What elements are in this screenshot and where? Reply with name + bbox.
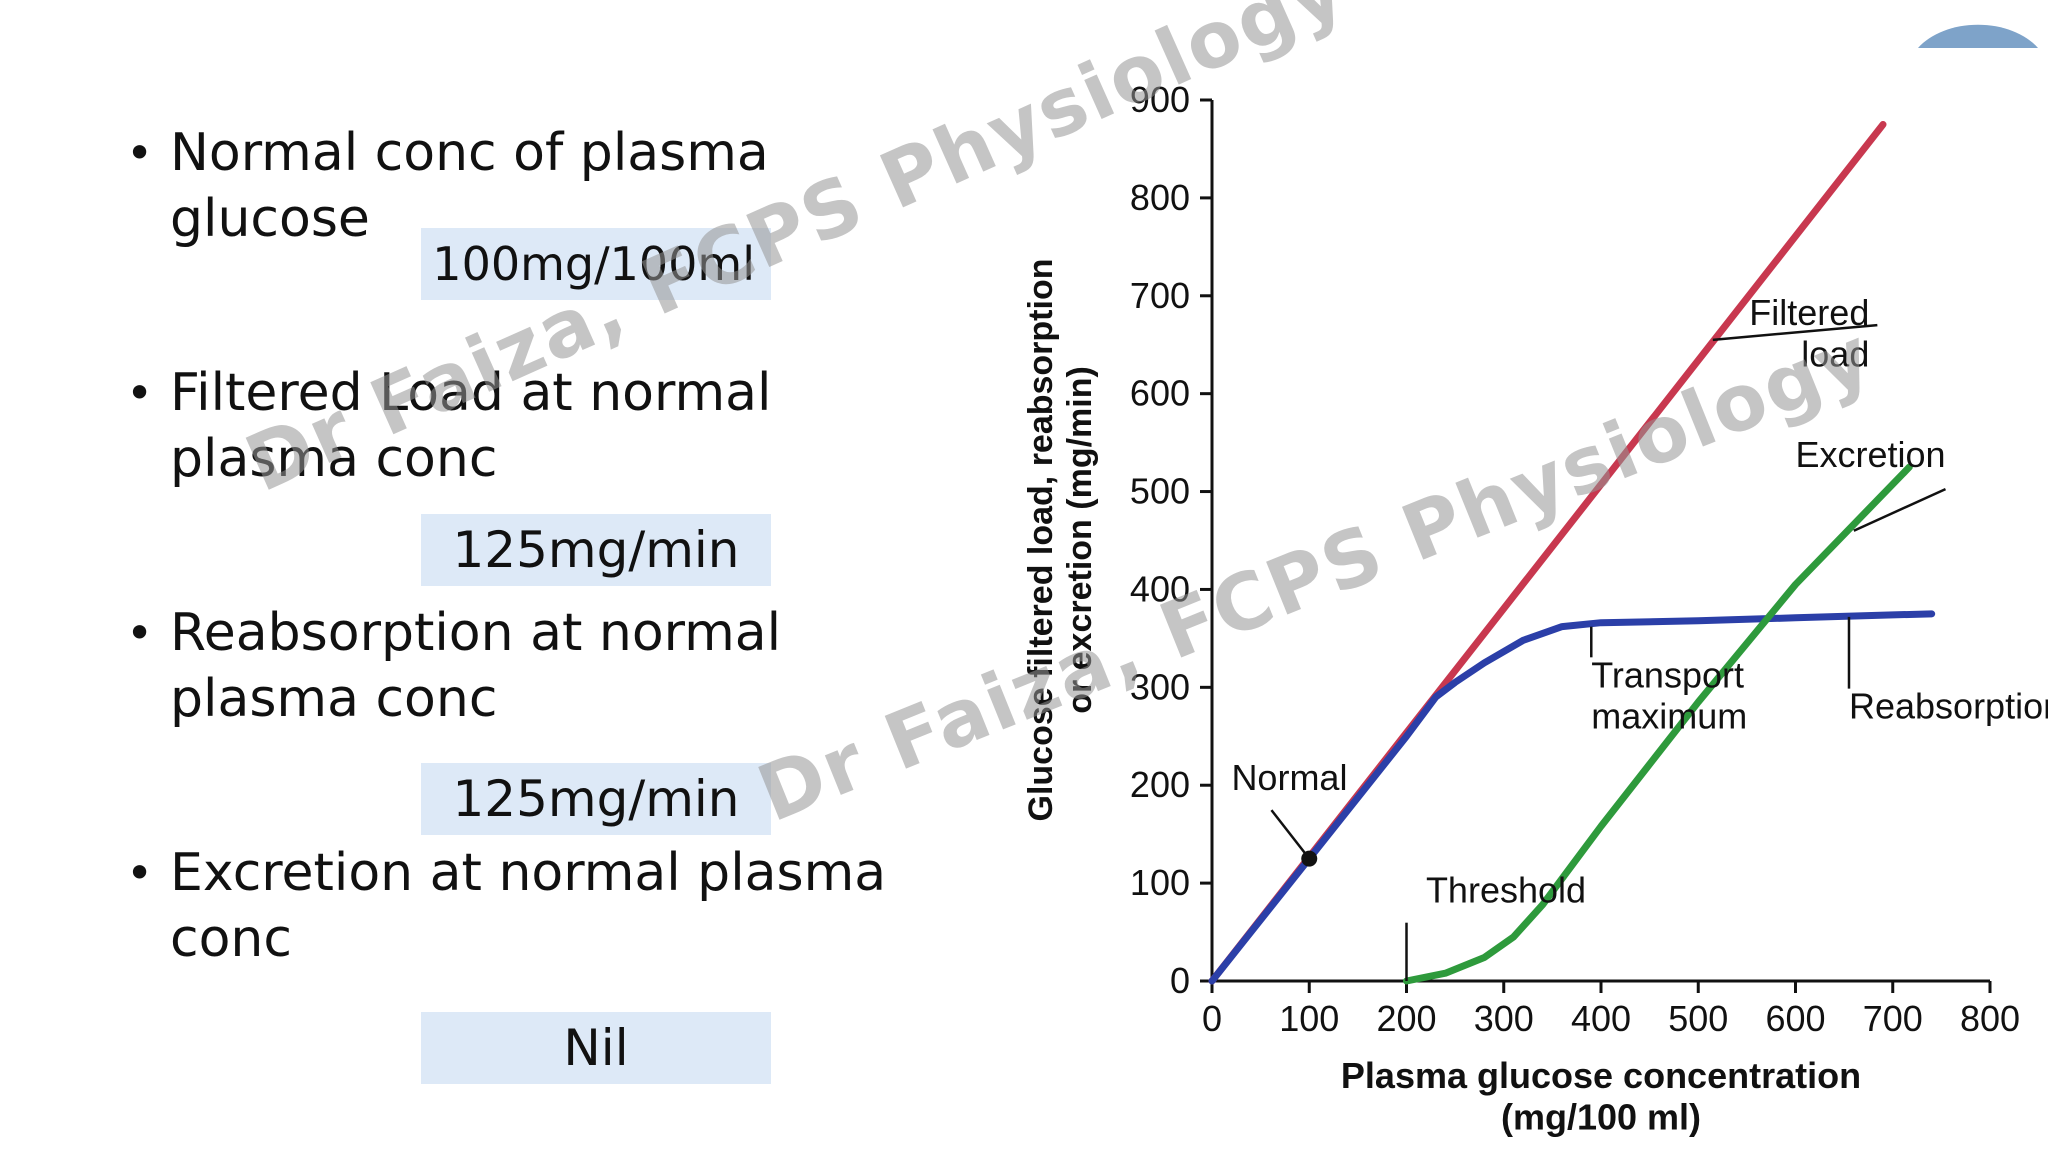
bullet-dot: • <box>126 366 154 420</box>
y-tick-label: 300 <box>1130 666 1190 707</box>
x-tick-label: 100 <box>1279 998 1339 1039</box>
bullet-dot: • <box>126 126 154 180</box>
bullet-text: Reabsorption at normal plasma conc <box>170 603 782 729</box>
annotation-excretion-label: Excretion <box>1796 434 1946 475</box>
x-tick-label: 500 <box>1668 998 1728 1039</box>
bullet-text: Excretion at normal plasma conc <box>170 843 887 969</box>
x-axis-label: Plasma glucose concentration (mg/100 ml) <box>1341 1055 1861 1137</box>
bullet-text: Normal conc of plasma glucose <box>170 123 769 249</box>
series-line-reabsorption <box>1208 610 1936 985</box>
annotation-filtered-leader <box>1712 323 1878 342</box>
x-tick-label: 600 <box>1765 998 1825 1039</box>
y-tick-label: 900 <box>1130 79 1190 120</box>
answer-box: 125mg/min <box>421 514 771 586</box>
x-tick-label: 400 <box>1571 998 1631 1039</box>
x-tick-label: 200 <box>1376 998 1436 1039</box>
y-tick-label: 800 <box>1130 177 1190 218</box>
x-tick-label: 300 <box>1474 998 1534 1039</box>
answer-box: 100mg/100ml <box>421 228 771 300</box>
corner-decoration <box>1908 0 2048 52</box>
y-tick-label: 700 <box>1130 275 1190 316</box>
x-tick-label: 700 <box>1863 998 1923 1039</box>
y-tick-label: 500 <box>1130 471 1190 512</box>
y-tick-label: 200 <box>1130 764 1190 805</box>
annotation-excretion-leader <box>1853 487 1947 532</box>
x-tick-label: 0 <box>1202 998 1222 1039</box>
annotation-filtered-label: Filtered load <box>1749 292 1869 374</box>
bullet-text: Filtered Load at normal plasma conc <box>170 363 772 489</box>
answer-box: 125mg/min <box>421 763 771 835</box>
y-tick-label: 600 <box>1130 373 1190 414</box>
bullet-dot: • <box>126 846 154 900</box>
bullet-dot: • <box>126 606 154 660</box>
annotation-normal-label: Normal <box>1231 757 1347 798</box>
annotation-transport-label: Transport maximum <box>1591 654 1747 736</box>
annotation-reabsorption-label: Reabsorption <box>1849 686 2048 727</box>
series-line-excretion <box>1403 463 1913 985</box>
x-tick-label: 800 <box>1960 998 2020 1039</box>
y-tick-label: 0 <box>1170 960 1190 1001</box>
annotation-threshold-label: Threshold <box>1426 870 1586 911</box>
annotation-normal-leader <box>1270 809 1311 860</box>
answer-box: Nil <box>421 1012 771 1084</box>
y-tick-label: 400 <box>1130 568 1190 609</box>
y-axis-label: Glucose filtered load, reabsorptionor ex… <box>1022 259 1099 822</box>
y-tick-label: 100 <box>1130 862 1190 903</box>
